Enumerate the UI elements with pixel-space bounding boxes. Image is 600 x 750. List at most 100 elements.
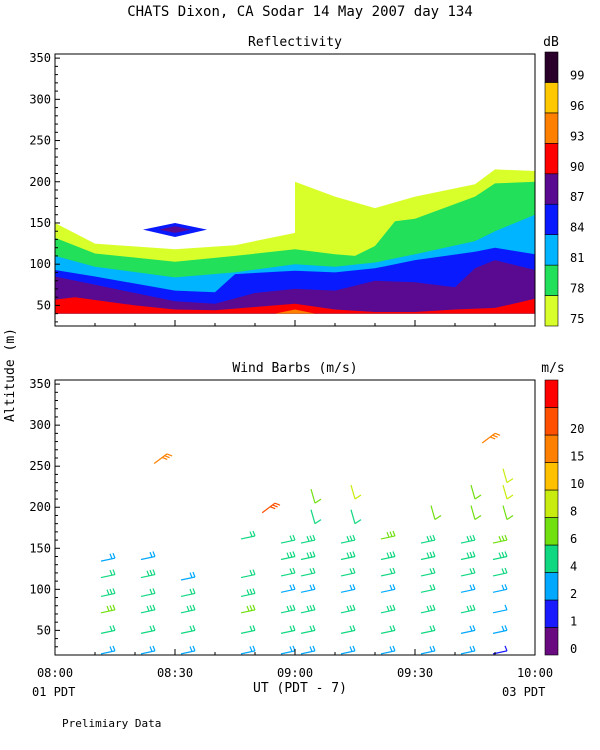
wind-barb xyxy=(240,645,256,655)
wind-barb xyxy=(420,534,436,544)
wind-barb xyxy=(100,588,116,598)
y-axis-label: Altitude (m) xyxy=(3,328,18,422)
wind-barb xyxy=(350,509,362,525)
wind-barb xyxy=(420,567,436,577)
wind-barb xyxy=(180,588,196,598)
wind-colorbar-label-10: 10 xyxy=(570,477,584,491)
wind-barb xyxy=(380,584,396,593)
wind-barb xyxy=(340,567,356,577)
wind-barb xyxy=(280,604,296,614)
reflectivity-colorbar-swatch-87 xyxy=(544,173,559,205)
wind-barb xyxy=(280,625,296,634)
wind-barb xyxy=(261,502,281,514)
wind-colorbar-label-1: 1 xyxy=(570,615,577,629)
wind-barb xyxy=(240,625,256,634)
reflectivity-colorbar-label-99: 99 xyxy=(570,68,584,82)
wind-barb xyxy=(502,484,514,500)
wind-barb xyxy=(140,625,156,634)
reflectivity-contour-87-4 xyxy=(55,260,535,314)
wind-barb xyxy=(420,551,436,561)
wind-colorbar-unit: m/s xyxy=(541,361,564,376)
reflectivity-colorbar-swatch-99 xyxy=(544,51,559,83)
reflectivity-colorbar-label-81: 81 xyxy=(570,251,584,265)
wind-barb xyxy=(340,625,356,634)
wind-barb xyxy=(55,572,56,576)
wind-xtick-label-08:30: 08:30 xyxy=(157,666,193,680)
wind-barb xyxy=(140,588,156,598)
wind-barb xyxy=(460,551,476,561)
wind-barb xyxy=(470,505,482,521)
wind-barb xyxy=(492,584,508,593)
wind-ytick-label-150: 150 xyxy=(29,541,51,555)
reflectivity-colorbar-swatch-93 xyxy=(544,112,559,144)
refl-ytick-label-200: 200 xyxy=(29,175,51,189)
wind-barb xyxy=(310,488,322,504)
reflectivity-colorbar: 75 78 81 84 87 90 93 96 99 xyxy=(544,51,584,327)
reflectivity-colorbar-label-96: 96 xyxy=(570,99,584,113)
wind-colorbar-label-20: 20 xyxy=(570,422,584,436)
refl-ytick-label-250: 250 xyxy=(29,134,51,148)
wind-barb xyxy=(153,453,173,464)
wind-barb xyxy=(55,608,56,611)
wind-ytick-label-200: 200 xyxy=(29,500,51,514)
wind-barb xyxy=(300,534,316,544)
wind-barb xyxy=(492,567,508,577)
wind-ytick-label-100: 100 xyxy=(29,582,51,596)
reflectivity-colorbar-swatch-78 xyxy=(544,264,559,296)
wind-colorbar-label-6: 6 xyxy=(570,532,577,546)
wind-barb xyxy=(310,509,322,525)
reflectivity-colorbar-label-84: 84 xyxy=(570,221,584,235)
wind-colorbar-swatch-4 xyxy=(544,517,559,546)
x-axis-label: UT (PDT - 7) xyxy=(253,681,347,696)
wind-barb xyxy=(340,534,356,544)
wind-barb xyxy=(380,530,396,540)
wind-barb xyxy=(380,645,396,655)
wind-barb xyxy=(100,645,116,655)
wind-ytick-label-350: 350 xyxy=(29,377,51,391)
wind-barb xyxy=(380,567,396,577)
wind-barb xyxy=(460,567,476,577)
wind-barb xyxy=(340,551,356,561)
preliminary-note: Prelimiary Data xyxy=(62,717,161,730)
wind-barb xyxy=(280,551,296,561)
wind-barb xyxy=(180,625,196,634)
wind-barb xyxy=(280,567,296,577)
wind-barb xyxy=(460,534,476,544)
wind-barb xyxy=(300,584,316,593)
wind-barb xyxy=(140,551,156,561)
wind-colorbar-label-8: 8 xyxy=(570,505,577,519)
wind-barb xyxy=(240,604,256,614)
wind-barb xyxy=(140,569,156,579)
wind-xtick-label-08:00: 08:00 xyxy=(37,666,73,680)
reflectivity-colorbar-label-87: 87 xyxy=(570,190,584,204)
wind-barb xyxy=(502,505,514,521)
reflectivity-plot: 50 100 150 200 250 300 350 xyxy=(29,51,536,327)
wind-xtick-label-09:30: 09:30 xyxy=(397,666,433,680)
reflectivity-contour-87-8 xyxy=(159,226,191,233)
wind-colorbar-swatch-6 xyxy=(544,462,559,491)
wind-barb xyxy=(460,645,476,655)
wind-barb xyxy=(300,551,316,561)
start-date-label: 01 PDT xyxy=(32,685,75,699)
wind-barb xyxy=(430,505,442,521)
wind-barb xyxy=(340,584,356,593)
wind-barb xyxy=(140,645,156,655)
reflectivity-colorbar-label-90: 90 xyxy=(570,160,584,174)
reflectivity-colorbar-label-75: 75 xyxy=(570,312,584,326)
wind-barb xyxy=(55,649,56,652)
wind-barb xyxy=(280,534,296,544)
wind-barb xyxy=(300,625,316,634)
reflectivity-colorbar-label-93: 93 xyxy=(570,129,584,143)
wind-barb xyxy=(300,645,316,655)
wind-barb xyxy=(460,625,476,634)
end-date-label: 03 PDT xyxy=(502,685,545,699)
wind-barb xyxy=(492,604,508,614)
wind-barb xyxy=(481,432,501,444)
wind-barbs-title: Wind Barbs (m/s) xyxy=(232,361,357,376)
wind-ytick-label-300: 300 xyxy=(29,418,51,432)
wind-barb xyxy=(300,604,316,614)
wind-ytick-label-50: 50 xyxy=(37,623,51,637)
main-title: CHATS Dixon, CA Sodar 14 May 2007 day 13… xyxy=(127,4,473,20)
wind-barb xyxy=(280,645,296,655)
